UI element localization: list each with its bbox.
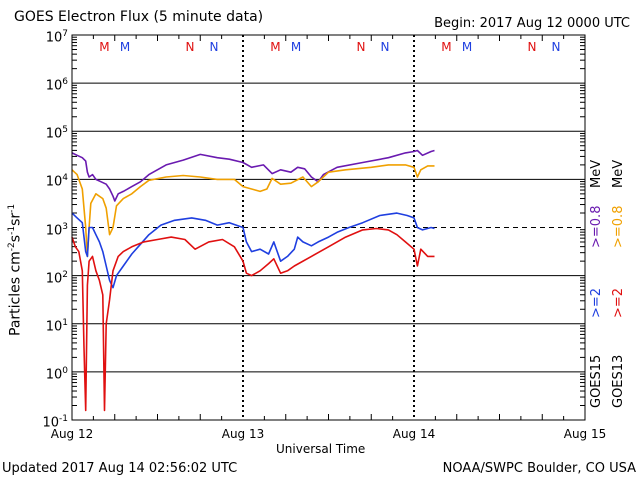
mn-marker: N bbox=[551, 40, 560, 54]
y-axis-label: Particles cm-2s-1sr-1 bbox=[7, 203, 24, 336]
legend-mev-goes15: MeV bbox=[589, 159, 604, 188]
legend-goes13: GOES13 bbox=[611, 354, 626, 408]
grid-layer bbox=[72, 35, 585, 420]
legend-mev-goes13: MeV bbox=[611, 159, 626, 188]
mn-marker: M bbox=[99, 40, 109, 54]
legend-goes15: GOES15 bbox=[589, 354, 604, 408]
x-tick-label: Aug 13 bbox=[221, 427, 265, 441]
x-tick-label: Aug 15 bbox=[563, 427, 607, 441]
legend-goes15-ge2: >=2 bbox=[589, 287, 604, 318]
legend-goes13-ge2: >=2 bbox=[611, 287, 626, 318]
series-line-4 bbox=[71, 227, 435, 412]
mn-marker: M bbox=[291, 40, 301, 54]
legend-goes13-ge08: >=0.8 bbox=[611, 205, 626, 248]
data-source: NOAA/SWPC Boulder, CO USA bbox=[442, 461, 636, 476]
mn-marker: N bbox=[380, 40, 389, 54]
mn-marker: N bbox=[185, 40, 194, 54]
series-line-1 bbox=[71, 149, 435, 202]
y-tick-label: 106 bbox=[45, 77, 68, 94]
updated-timestamp: Updated 2017 Aug 14 02:56:02 UTC bbox=[2, 461, 238, 476]
y-tick-label: 10-1 bbox=[42, 414, 68, 431]
y-tick-label: 100 bbox=[45, 365, 68, 383]
y-tick-label: 102 bbox=[45, 269, 68, 286]
x-tick-label: Aug 12 bbox=[50, 427, 94, 441]
x-axis-label: Universal Time bbox=[276, 442, 366, 456]
y-tick-label: 103 bbox=[45, 221, 68, 238]
mn-marker: N bbox=[209, 40, 218, 54]
plot-frame bbox=[71, 34, 586, 421]
begin-time: Begin: 2017 Aug 12 0000 UTC bbox=[434, 16, 630, 31]
mn-marker: M bbox=[441, 40, 451, 54]
y-tick-label: 104 bbox=[45, 173, 68, 190]
series-line-2 bbox=[71, 164, 435, 258]
y-tick-label: 107 bbox=[45, 29, 68, 46]
mn-marker: M bbox=[120, 40, 130, 54]
series-line-3 bbox=[71, 212, 435, 289]
legend-goes15-ge08: >=0.8 bbox=[589, 205, 604, 248]
series-layer bbox=[71, 149, 435, 412]
y-tick-label: 105 bbox=[45, 125, 68, 142]
mn-marker: N bbox=[356, 40, 365, 54]
mn-marker: M bbox=[270, 40, 280, 54]
mn-marker: N bbox=[527, 40, 536, 54]
x-tick-label: Aug 14 bbox=[392, 427, 436, 441]
chart-title: GOES Electron Flux (5 minute data) bbox=[14, 9, 264, 25]
mn-marker: M bbox=[462, 40, 472, 54]
y-tick-label: 101 bbox=[45, 317, 68, 335]
